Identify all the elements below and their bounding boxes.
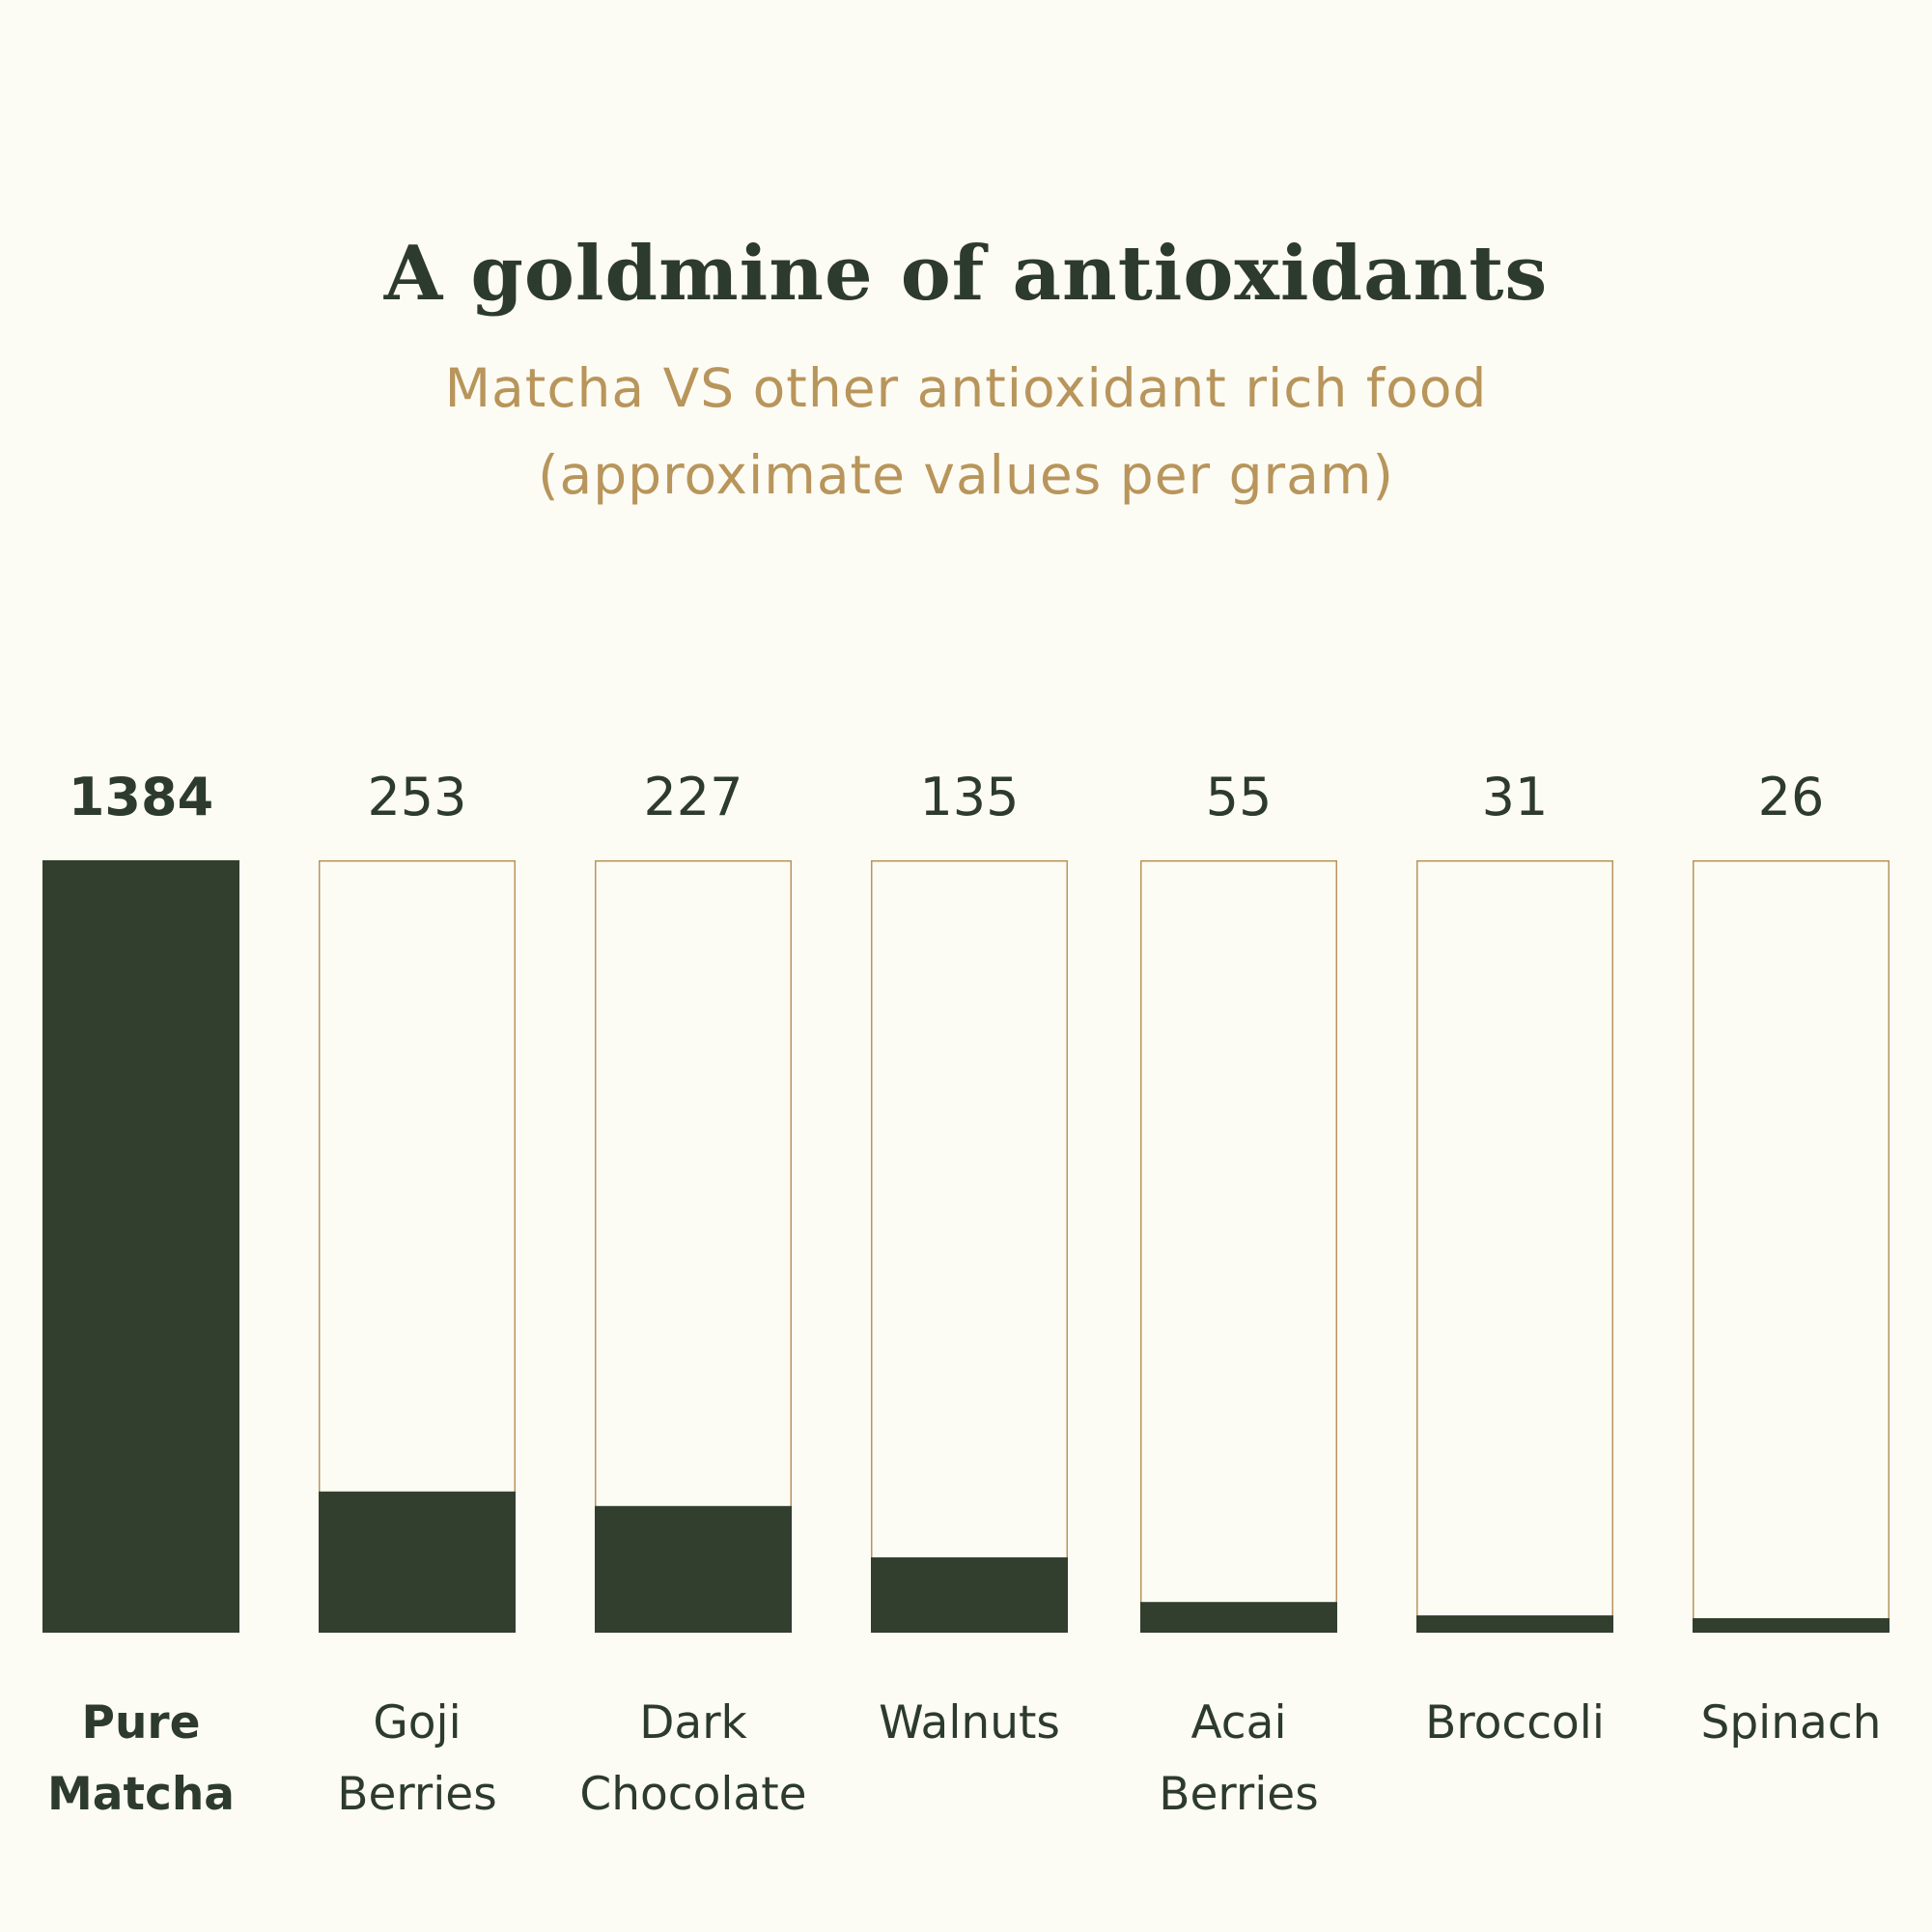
bar-4 [1140,1602,1337,1633]
category-label-1-1: Berries [337,1768,496,1821]
bar-outline-6 [1693,860,1890,1633]
value-label-5: 31 [1482,767,1549,827]
category-label-4-1: Berries [1159,1768,1318,1821]
category-label-2-0: Dark [639,1696,747,1750]
category-label-4-0: Acai [1190,1696,1286,1750]
value-label-4: 55 [1206,767,1273,827]
category-label-0-1: Matcha [47,1768,235,1821]
category-label-0-0: Pure [82,1696,201,1750]
value-label-1: 253 [367,767,466,827]
bar-1 [319,1491,516,1633]
bar-outline-5 [1416,860,1613,1633]
value-label-6: 26 [1758,767,1825,827]
bar-0 [42,860,239,1633]
category-label-2-1: Chocolate [579,1768,806,1821]
bar-2 [595,1505,792,1633]
bar-outline-4 [1140,860,1337,1633]
value-label-0: 1384 [69,767,213,827]
bar-5 [1416,1615,1613,1633]
category-label-1-0: Goji [373,1696,461,1750]
category-label-5-0: Broccoli [1425,1696,1605,1750]
bar-outline-3 [871,860,1068,1633]
bar-6 [1693,1617,1890,1633]
value-label-3: 135 [919,767,1019,827]
bar-3 [871,1556,1068,1633]
value-label-2: 227 [643,767,742,827]
category-label-6-0: Spinach [1701,1696,1882,1750]
category-label-3-0: Walnuts [879,1696,1060,1750]
chart-title: A goldmine of antioxidants [383,230,1549,318]
chart-subtitle-line2: (approximate values per gram) [538,444,1394,506]
chart-subtitle-line1: Matcha VS other antioxidant rich food [444,357,1488,419]
